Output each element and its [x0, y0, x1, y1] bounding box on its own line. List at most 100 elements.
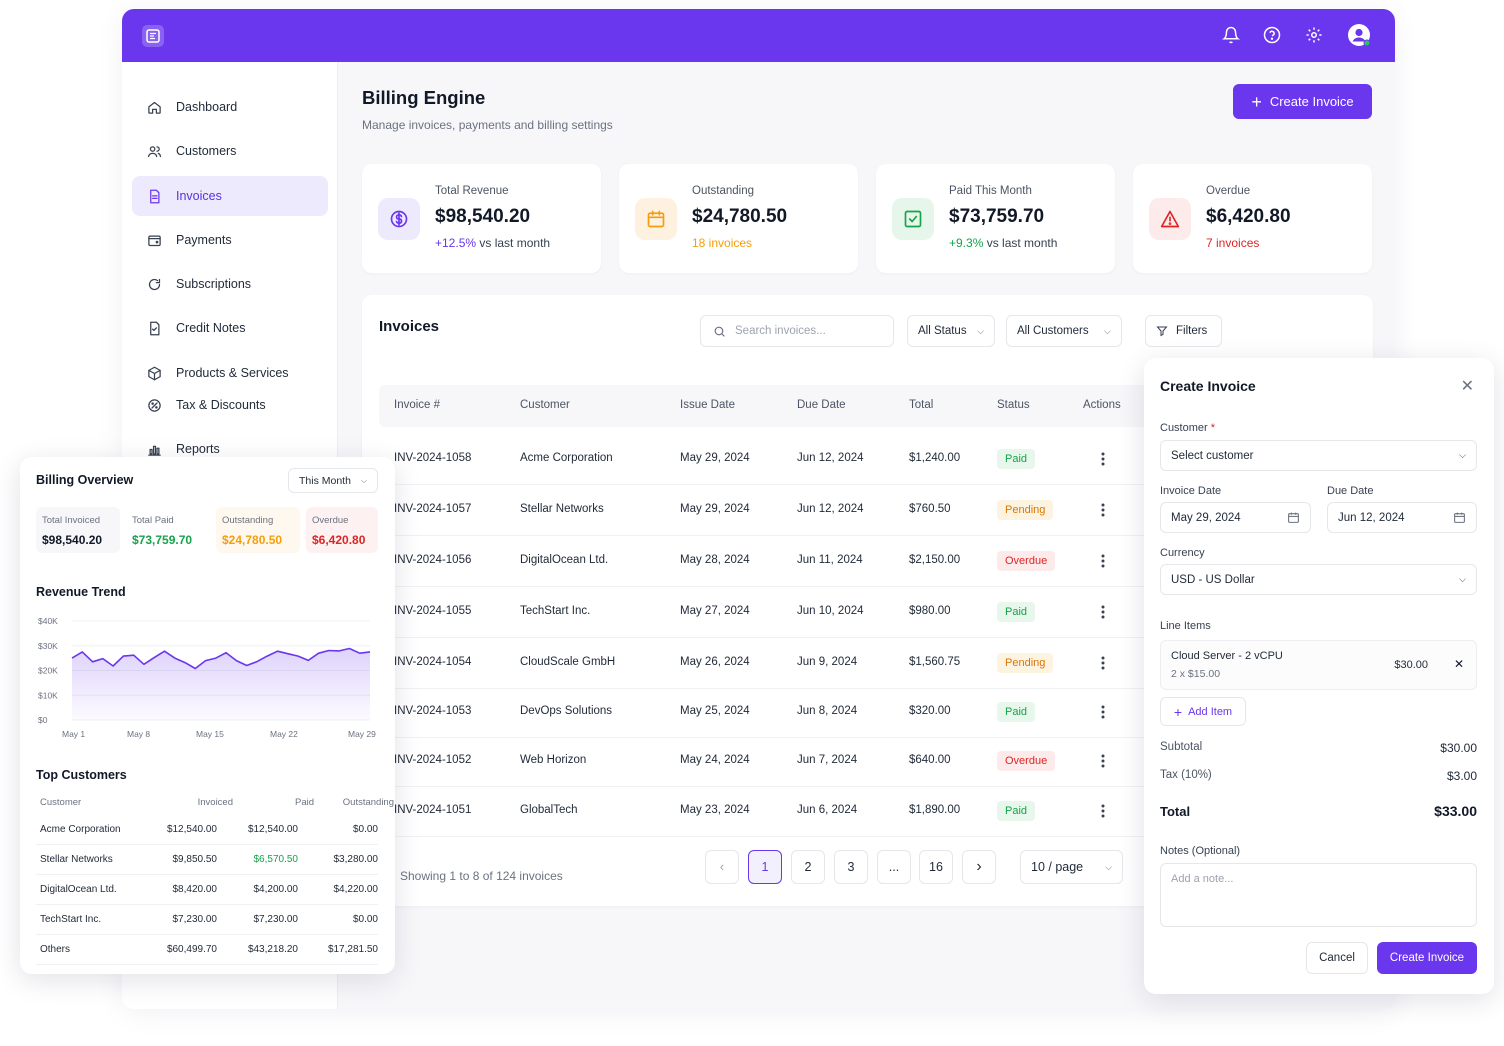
page-title: Billing Engine [362, 87, 486, 108]
help-icon[interactable] [1260, 23, 1284, 47]
invoice-issue-date: May 23, 2024 [680, 804, 750, 816]
invoice-total: $760.50 [909, 503, 951, 515]
stat-label: Overdue [1206, 185, 1251, 197]
notes-label: Notes (Optional) [1160, 845, 1241, 857]
chevron-right-icon: › [976, 858, 982, 875]
top-customers-column-header: Customer [40, 797, 82, 808]
currency-select[interactable]: USD - US Dollar ⌵ [1160, 564, 1477, 595]
user-avatar-icon[interactable] [1347, 23, 1371, 47]
notes-textarea[interactable]: Add a note... [1160, 863, 1477, 927]
top-customer-row: DigitalOcean Ltd. $8,420.00 $4,200.00 $4,22… [36, 875, 378, 905]
customer-label: Customer * [1160, 422, 1216, 434]
sidebar-item-payments[interactable]: Payments [132, 220, 328, 260]
sidebar-item-subscriptions[interactable]: Subscriptions [132, 264, 328, 304]
invoice-date-field[interactable]: May 29, 2024 [1160, 502, 1311, 533]
sidebar-item-products-services[interactable]: Products & Services [132, 353, 328, 393]
invoice-due-date: Jun 7, 2024 [797, 754, 858, 766]
chevron-down-icon: ⌵ [977, 325, 984, 336]
sidebar-item-invoices[interactable]: Invoices [132, 176, 328, 216]
chevron-down-icon: ⌵ [1459, 574, 1466, 584]
top-customers-column-header: Invoiced [197, 797, 233, 808]
more-actions-icon[interactable] [1093, 449, 1113, 469]
chevron-down-icon: ⌵ [1459, 450, 1466, 460]
chevron-down-icon: ⌵ [360, 475, 367, 485]
top-customer-invoiced: $7,230.00 [172, 914, 218, 925]
filters-button[interactable]: Filters [1145, 315, 1222, 347]
more-actions-icon[interactable] [1093, 551, 1113, 571]
invoice-due-date: Jun 10, 2024 [797, 605, 864, 617]
stat-label: Outstanding [692, 185, 755, 197]
table-row[interactable]: INV-2024-1058 Acme Corporation May 29, 202… [379, 435, 1159, 485]
table-row[interactable]: INV-2024-1056 DigitalOcean Ltd. May 28, 20… [379, 537, 1159, 587]
overview-stat-value: $73,759.70 [132, 533, 193, 547]
stat-label: Total Revenue [435, 185, 509, 197]
column-header: Due Date [797, 399, 846, 411]
customer-filter-select[interactable]: All Customers ⌵ [1006, 315, 1122, 347]
per-page-select[interactable]: 10 / page ⌵ [1020, 850, 1123, 884]
page-button[interactable]: 3 [834, 850, 868, 884]
prev-page-button[interactable]: ‹ [705, 850, 739, 884]
page-button[interactable]: 1 [748, 850, 782, 884]
sidebar-item-label: Tax & Discounts [176, 398, 266, 412]
invoice-issue-date: May 24, 2024 [680, 754, 750, 766]
create-invoice-button[interactable]: + Create Invoice [1233, 84, 1372, 119]
sidebar-item-credit-notes[interactable]: Credit Notes [132, 308, 328, 348]
invoice-due-date: Jun 12, 2024 [797, 452, 864, 464]
column-header: Status [997, 399, 1030, 411]
due-date-field[interactable]: Jun 12, 2024 [1327, 502, 1477, 533]
invoice-total: $980.00 [909, 605, 951, 617]
invoice-due-date: Jun 6, 2024 [797, 804, 858, 816]
sidebar-item-tax-discounts[interactable]: Tax & Discounts [132, 385, 328, 425]
table-row[interactable]: INV-2024-1057 Stellar Networks May 29, 202… [379, 486, 1159, 536]
top-customer-paid: $12,540.00 [247, 824, 298, 835]
more-actions-icon[interactable] [1093, 702, 1113, 722]
invoice-issue-date: May 27, 2024 [680, 605, 750, 617]
top-customer-invoiced: $9,850.50 [172, 854, 218, 865]
more-actions-icon[interactable] [1093, 500, 1113, 520]
sidebar-item-dashboard[interactable]: Dashboard [132, 87, 328, 127]
page-subtitle: Manage invoices, payments and billing se… [362, 118, 613, 132]
submit-create-invoice-button[interactable]: Create Invoice [1377, 942, 1477, 974]
sidebar-item-customers[interactable]: Customers [132, 131, 328, 171]
invoice-issue-date: May 25, 2024 [680, 705, 750, 717]
sidebar-item-reports[interactable]: Reports [132, 429, 328, 469]
gear-icon[interactable] [1302, 23, 1326, 47]
invoice-total: $320.00 [909, 705, 951, 717]
more-actions-icon[interactable] [1093, 801, 1113, 821]
y-tick-label: $10K [38, 690, 58, 700]
app-logo-icon[interactable] [142, 25, 164, 47]
percent-icon [146, 397, 162, 413]
top-customer-row: TechStart Inc. $7,230.00 $7,230.00 $0.00 [36, 905, 378, 935]
bell-icon[interactable] [1219, 23, 1243, 47]
page-button[interactable]: 2 [791, 850, 825, 884]
invoice-total: $2,150.00 [909, 554, 961, 566]
invoice-customer: Web Horizon [520, 754, 587, 766]
more-actions-icon[interactable] [1093, 602, 1113, 622]
next-page-button[interactable]: › [962, 850, 996, 884]
cancel-button[interactable]: Cancel [1306, 942, 1368, 974]
overview-stat-label: Total Paid [132, 515, 174, 526]
stat-value: $24,780.50 [692, 206, 788, 227]
table-row[interactable]: INV-2024-1052 Web Horizon May 24, 2024 Jun … [379, 737, 1159, 787]
close-icon[interactable]: ✕ [1460, 378, 1474, 395]
stat-delta: 7 invoices [1206, 236, 1260, 250]
page-button[interactable]: 16 [919, 850, 953, 884]
search-icon [714, 326, 725, 337]
period-select[interactable]: This Month ⌵ [288, 468, 378, 493]
more-actions-icon[interactable] [1093, 653, 1113, 673]
line-item-total: $30.00 [1394, 659, 1428, 671]
chevron-down-icon: ⌵ [1105, 861, 1112, 872]
search-input[interactable]: Search invoices... [700, 315, 894, 347]
invoice-number: INV-2024-1052 [394, 754, 472, 766]
table-row[interactable]: INV-2024-1051 GlobalTech May 23, 2024 Jun 6… [379, 787, 1159, 837]
table-row[interactable]: INV-2024-1055 TechStart Inc. May 27, 2024 J… [379, 588, 1159, 638]
add-item-button[interactable]: + Add Item [1160, 697, 1246, 726]
customer-select[interactable]: Select customer ⌵ [1160, 440, 1477, 471]
table-row[interactable]: INV-2024-1053 DevOps Solutions May 25, 202… [379, 688, 1159, 738]
more-actions-icon[interactable] [1093, 751, 1113, 771]
remove-item-icon[interactable]: ✕ [1453, 657, 1464, 671]
status-badge: Pending [997, 653, 1054, 673]
table-row[interactable]: INV-2024-1054 CloudScale GmbH May 26, 2024… [379, 639, 1159, 689]
invoice-number: INV-2024-1051 [394, 804, 472, 816]
status-filter-select[interactable]: All Status ⌵ [907, 315, 995, 347]
